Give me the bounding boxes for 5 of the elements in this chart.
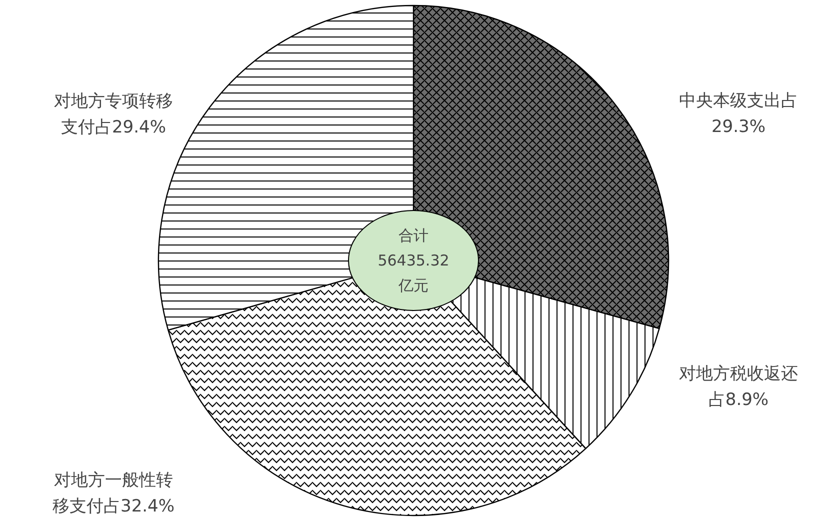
slice-label: 中央本级支出占29.3% xyxy=(679,90,798,137)
text: 合计 56435.32 亿元 xyxy=(378,226,450,295)
slice-label: 对地方专项转移支付占29.4% xyxy=(54,91,173,138)
slice-label: 对地方税收返还占8.9% xyxy=(679,364,798,410)
slice-label: 对地方一般性转移支付占32.4% xyxy=(52,470,175,517)
